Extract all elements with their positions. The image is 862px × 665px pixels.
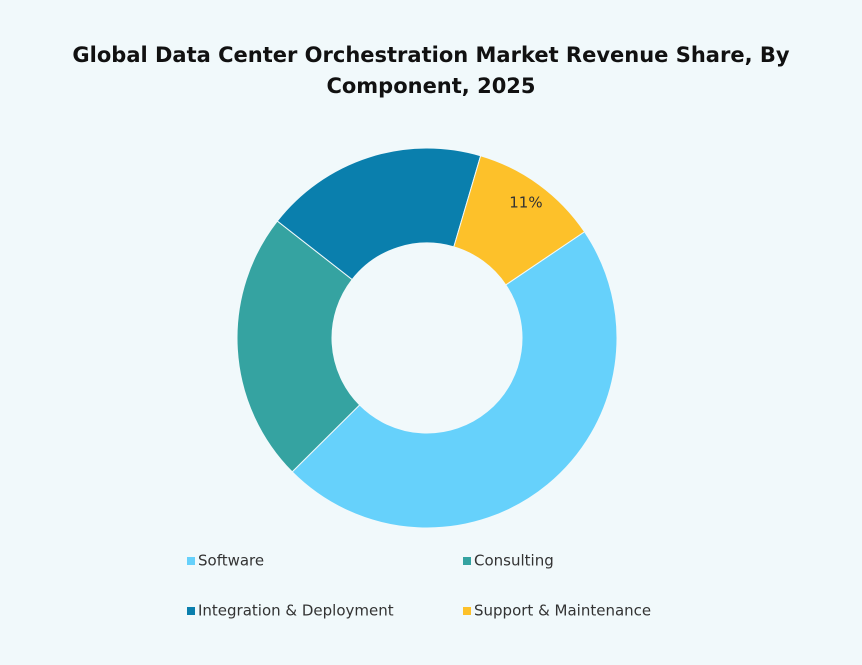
legend-label: Integration & Deployment: [198, 602, 394, 620]
legend-marker: [463, 607, 471, 615]
legend-marker: [187, 607, 195, 615]
donut-slice: [291, 231, 618, 529]
data-label: 11%: [509, 193, 542, 211]
legend-marker: [463, 557, 471, 565]
donut-slice: [236, 220, 361, 473]
chart-title: Global Data Center Orchestration Market …: [72, 43, 790, 98]
legend-marker: [187, 557, 195, 565]
title-box: Global Data Center Orchestration Market …: [72, 43, 790, 98]
legend-label: Consulting: [474, 552, 554, 570]
legend-label: Software: [198, 552, 264, 570]
donut-slice: [276, 147, 482, 281]
donut-slice: [453, 155, 586, 286]
legend-label: Support & Maintenance: [474, 602, 651, 620]
